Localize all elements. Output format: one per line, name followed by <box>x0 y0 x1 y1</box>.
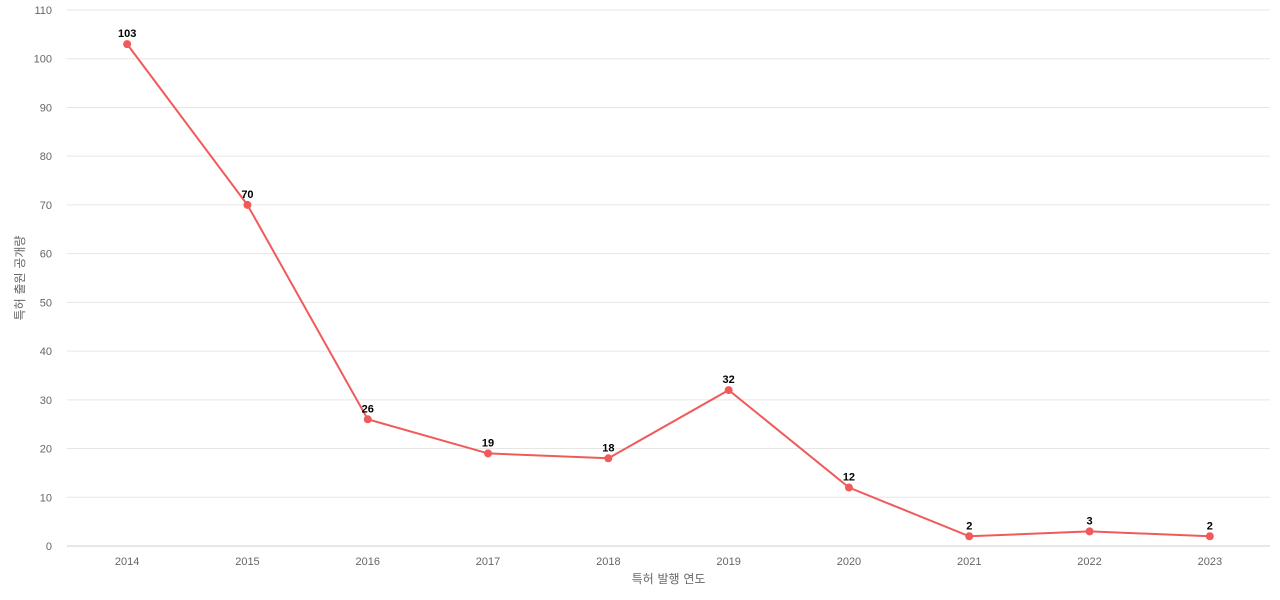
y-tick-label: 40 <box>40 346 52 358</box>
data-point[interactable] <box>604 454 613 463</box>
data-label: 2 <box>1207 520 1213 532</box>
y-tick-label: 0 <box>46 541 52 553</box>
data-label: 18 <box>602 442 614 454</box>
y-tick-label: 60 <box>40 249 52 261</box>
x-tick-label: 2018 <box>596 556 620 568</box>
data-point[interactable] <box>724 386 733 395</box>
x-tick-label: 2016 <box>356 556 380 568</box>
y-tick-label: 70 <box>40 200 52 212</box>
x-tick-label: 2023 <box>1198 556 1222 568</box>
y-tick-label: 90 <box>40 102 52 114</box>
data-label: 26 <box>362 403 374 415</box>
x-axis-title: 특허 발행 연도 <box>632 571 706 586</box>
x-tick-label: 2014 <box>115 556 139 568</box>
y-tick-label: 10 <box>40 492 52 504</box>
data-label: 12 <box>843 472 855 484</box>
data-label: 70 <box>241 189 253 201</box>
y-tick-label: 100 <box>34 54 52 66</box>
y-axis-title: 특허 출원 공개량 <box>13 236 27 321</box>
y-tick-label: 50 <box>40 297 52 309</box>
data-label: 3 <box>1086 515 1092 527</box>
x-tick-label: 2015 <box>235 556 259 568</box>
x-tick-label: 2022 <box>1077 556 1101 568</box>
x-tick-label: 2017 <box>476 556 500 568</box>
data-point[interactable] <box>123 40 132 49</box>
data-point[interactable] <box>844 483 853 492</box>
series-line <box>126 43 1210 538</box>
data-point[interactable] <box>1205 532 1214 541</box>
x-axis-ticks: 2014 2015 2016 2017 2018 2019 2020 2021 2022 2023 <box>115 556 1222 568</box>
data-point[interactable] <box>965 532 974 541</box>
data-point[interactable] <box>1085 527 1094 536</box>
data-point[interactable] <box>484 449 493 458</box>
data-points <box>123 40 1214 541</box>
x-tick-label: 2020 <box>837 556 861 568</box>
y-tick-label: 110 <box>34 5 52 17</box>
y-tick-label: 20 <box>40 444 52 456</box>
x-tick-label: 2019 <box>716 556 740 568</box>
data-label: 32 <box>723 374 735 386</box>
data-label: 19 <box>482 437 494 449</box>
grid-lines <box>67 9 1270 498</box>
data-point[interactable] <box>363 415 372 424</box>
data-point[interactable] <box>243 200 252 209</box>
y-axis-ticks: 0 10 20 30 40 50 60 70 80 90 100 110 <box>34 5 52 553</box>
y-tick-label: 30 <box>40 395 52 407</box>
x-tick-label: 2021 <box>957 556 981 568</box>
y-tick-label: 80 <box>40 151 52 163</box>
data-label: 103 <box>118 28 136 40</box>
data-label: 2 <box>966 520 972 532</box>
